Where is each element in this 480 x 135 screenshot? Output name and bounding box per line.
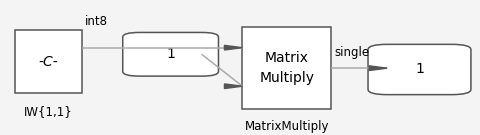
Text: int8: int8 [84, 15, 108, 28]
Polygon shape [225, 84, 242, 89]
Text: MatrixMultiply: MatrixMultiply [244, 120, 329, 133]
Text: 1: 1 [415, 63, 424, 77]
FancyBboxPatch shape [242, 27, 331, 109]
Text: IW{1,1}: IW{1,1} [24, 105, 73, 118]
Polygon shape [225, 45, 242, 50]
Polygon shape [369, 66, 387, 70]
Text: single: single [335, 46, 370, 59]
FancyBboxPatch shape [123, 32, 218, 76]
FancyBboxPatch shape [368, 44, 471, 95]
Text: 1: 1 [166, 47, 175, 61]
Text: -C-: -C- [39, 55, 59, 69]
Text: Matrix
Multiply: Matrix Multiply [259, 51, 314, 85]
FancyBboxPatch shape [15, 30, 82, 93]
